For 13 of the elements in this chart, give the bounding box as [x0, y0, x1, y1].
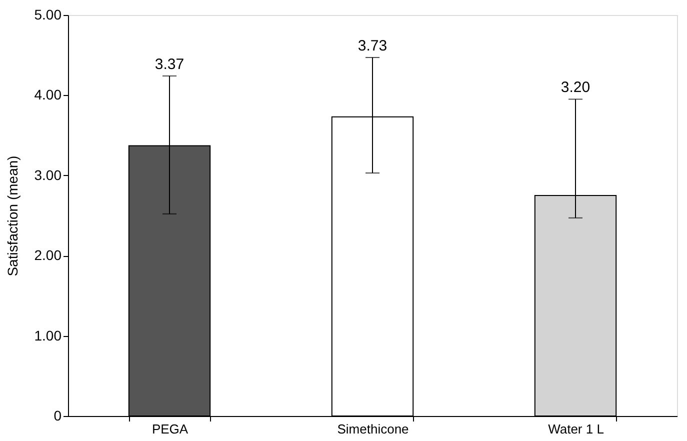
y-tick-label: 4.00: [34, 86, 62, 103]
x-tick-label: Water 1 L: [548, 422, 604, 436]
y-tick-label: 5.00: [34, 6, 62, 22]
y-axis-title: Satisfaction (mean): [4, 156, 20, 276]
annotation: 3.20: [560, 79, 590, 96]
y-tick-label: 3.00: [34, 166, 62, 183]
y-tick-label: 1.00: [34, 327, 62, 344]
x-tick-label: Simethicone: [337, 422, 409, 436]
y-tick-label: 2.00: [34, 247, 62, 264]
annotation: 3.73: [358, 38, 388, 55]
y-tick-label: 0: [54, 408, 62, 424]
x-tick-label: PEGA: [152, 422, 188, 436]
annotation: 3.37: [154, 56, 184, 73]
